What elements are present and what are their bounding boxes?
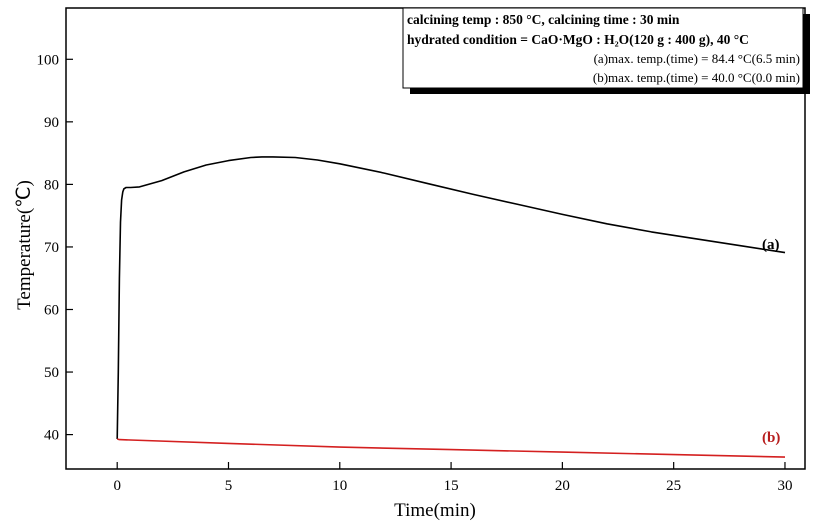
y-tick-label: 90 [44, 115, 59, 131]
series-label-a: (a) [762, 237, 780, 253]
y-tick-label: 80 [44, 177, 59, 193]
x-tick-label: 5 [225, 478, 233, 494]
x-tick-label: 25 [666, 478, 681, 494]
annotation-panel [402, 7, 804, 89]
y-axis-title: Temperature(℃) [14, 180, 35, 310]
series-label-b: (b) [762, 430, 780, 446]
annotation-line3: (a)max. temp.(time) = 84.4 °C(6.5 min) [594, 51, 800, 66]
x-axis-title: Time(min) [394, 500, 476, 521]
y-tick-label: 70 [44, 240, 59, 256]
annotation-line2: hydrated condition = CaO·MgO : H₂O(120 g… [407, 32, 749, 47]
y-tick-label: 100 [37, 52, 60, 68]
x-tick-label: 0 [113, 478, 121, 494]
y-tick-label: 50 [44, 365, 59, 381]
x-tick-label: 30 [777, 478, 792, 494]
series-layer [116, 156, 786, 458]
y-tick-label: 60 [44, 302, 59, 318]
y-tick-label: 40 [44, 428, 59, 444]
annotation-line1: calcining temp : 850 °C, calcining time … [407, 12, 680, 27]
series-line-b [116, 438, 786, 458]
x-tick-label: 20 [555, 478, 570, 494]
annotation-box: calcining temp : 850 °C, calcining time … [402, 7, 810, 94]
series-line-a [116, 156, 786, 440]
axis-ticks: 0 5 10 15 20 25 30 40 50 60 70 80 90 100 [37, 52, 793, 494]
x-tick-label: 10 [332, 478, 347, 494]
x-tick-label: 15 [444, 478, 459, 494]
annotation-line4: (b)max. temp.(time) = 40.0 °C(0.0 min) [593, 70, 800, 85]
